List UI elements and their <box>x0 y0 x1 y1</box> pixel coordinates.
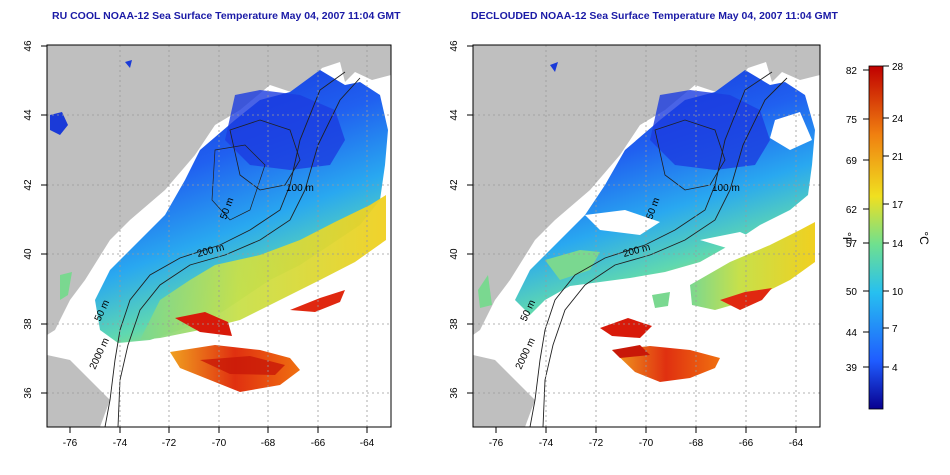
colorbar-scale <box>868 65 884 410</box>
y-tick-label: 46 <box>23 40 34 52</box>
y-tick-label: 42 <box>23 179 34 191</box>
map-gridlines <box>47 45 391 427</box>
map-title-right: DECLOUDED NOAA-12 Sea Surface Temperatur… <box>471 10 838 22</box>
x-tick-label: -68 <box>261 438 276 449</box>
x-tick-label: -66 <box>739 438 754 449</box>
x-tick-label: -74 <box>539 438 554 449</box>
isobath-contour <box>529 71 773 427</box>
x-tick-label: -72 <box>162 438 177 449</box>
contour-label: 100 m <box>712 183 740 194</box>
y-tick-label: 44 <box>449 109 460 121</box>
map-title-left: RU COOL NOAA-12 Sea Surface Temperature … <box>52 10 401 22</box>
fahrenheit-tick: 50 <box>846 287 858 298</box>
celsius-tick: 10 <box>892 287 904 298</box>
x-tick-label: -70 <box>212 438 227 449</box>
y-tick-label: 38 <box>23 318 34 330</box>
y-tick-label: 40 <box>23 248 34 260</box>
x-tick-label: -64 <box>360 438 375 449</box>
celsius-tick: 21 <box>892 152 904 163</box>
land-mass <box>473 45 820 335</box>
x-tick-label: -66 <box>311 438 326 449</box>
fahrenheit-tick: 69 <box>846 156 858 167</box>
x-tick-label: -64 <box>789 438 804 449</box>
y-tick-label: 46 <box>449 40 460 52</box>
sst-map-right: 100 m 50 m 200 m 50 m 2000 m <box>449 40 821 449</box>
celsius-tick: 17 <box>892 200 904 211</box>
temperature-colorbar: 82 75 69 62 57 50 44 39 28 24 21 17 14 1… <box>840 62 931 410</box>
fahrenheit-tick: 62 <box>846 205 858 216</box>
isobath-contour <box>654 119 726 191</box>
fahrenheit-tick: 39 <box>846 363 858 374</box>
fahrenheit-tick: 82 <box>846 66 858 77</box>
x-tick-label: -72 <box>589 438 604 449</box>
fahrenheit-tick: 75 <box>846 115 858 126</box>
y-tick-label: 36 <box>449 387 460 399</box>
x-tick-label: -76 <box>63 438 78 449</box>
celsius-tick: 14 <box>892 239 904 250</box>
land-mass <box>47 45 391 335</box>
sst-map-left: 100 m 50 m 200 m 50 m 2000 m <box>23 40 392 449</box>
y-tick-label: 44 <box>23 109 34 121</box>
y-tick-label: 42 <box>449 179 460 191</box>
x-tick-label: -70 <box>639 438 654 449</box>
y-tick-label: 38 <box>449 318 460 330</box>
celsius-tick: 7 <box>892 324 898 335</box>
warm-eddy <box>290 290 345 312</box>
map-gridlines <box>473 45 820 427</box>
isobath-contour <box>104 71 346 427</box>
y-tick-label: 36 <box>23 387 34 399</box>
celsius-tick: 4 <box>892 363 898 374</box>
celsius-tick: 24 <box>892 114 904 125</box>
contour-label: 100 m <box>286 183 314 194</box>
celsius-tick: 28 <box>892 62 904 73</box>
fahrenheit-unit-label: °F <box>840 232 854 244</box>
x-tick-label: -68 <box>689 438 704 449</box>
isobath-contour <box>542 77 788 427</box>
fahrenheit-tick: 44 <box>846 328 858 339</box>
x-tick-label: -76 <box>489 438 504 449</box>
fahrenheit-tick: 57 <box>846 239 858 250</box>
isobath-contour <box>229 119 301 191</box>
y-tick-label: 40 <box>449 248 460 260</box>
x-tick-label: -74 <box>113 438 128 449</box>
celsius-unit-label: °C <box>917 231 931 245</box>
